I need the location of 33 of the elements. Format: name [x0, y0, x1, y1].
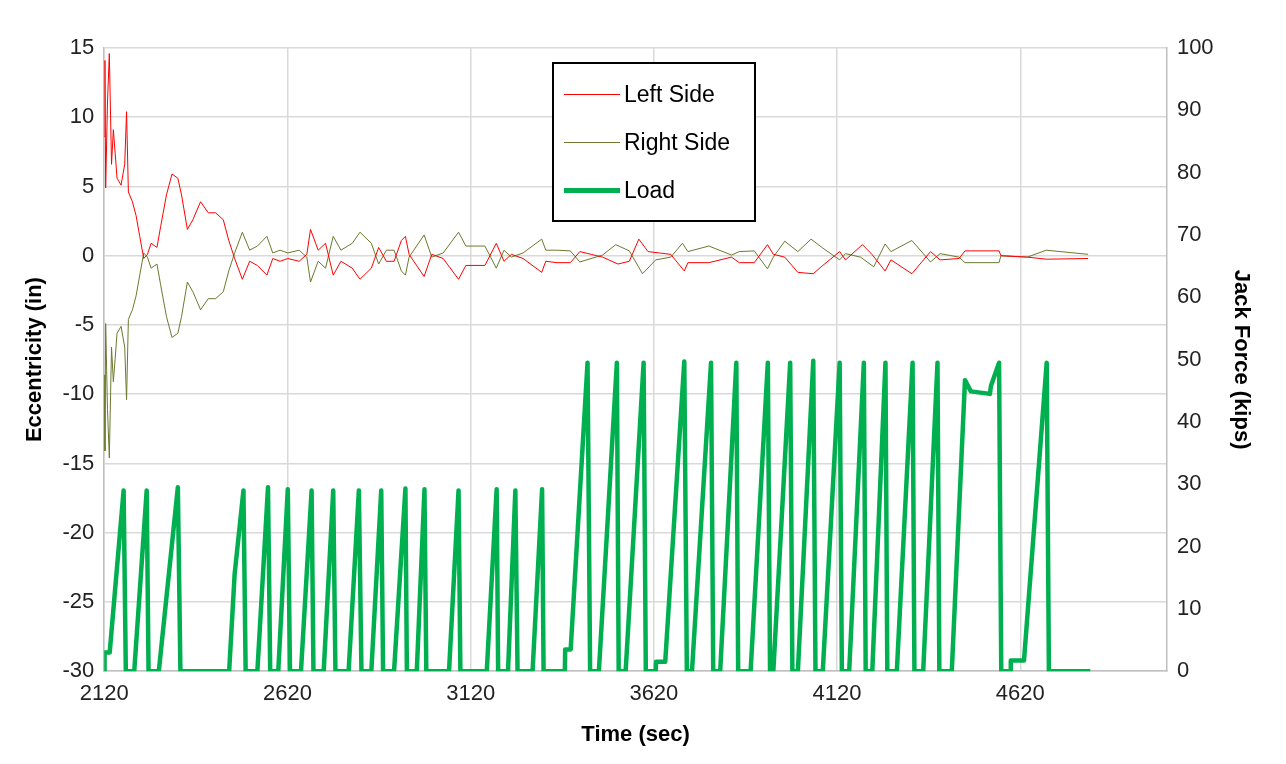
x-tick-label: 3120 — [446, 680, 496, 706]
x-tick-label: 2620 — [262, 680, 312, 706]
legend-label: Right Side — [624, 128, 731, 156]
y-axis-title: Eccentricity (in) — [21, 277, 47, 443]
y-tick-label: -30 — [62, 657, 95, 683]
y2-tick-label: 70 — [1176, 221, 1202, 247]
x-tick-label: 2120 — [79, 680, 129, 706]
x-axis-title: Time (sec) — [581, 720, 690, 746]
y2-tick-label: 50 — [1176, 345, 1202, 371]
x-tick-label: 3620 — [629, 680, 679, 706]
y-tick-label: 15 — [69, 34, 95, 60]
x-tick-label: 4120 — [812, 680, 862, 706]
y2-tick-label: 100 — [1176, 34, 1214, 60]
y2-tick-label: 0 — [1176, 657, 1190, 683]
legend-label: Left Side — [624, 80, 715, 108]
y-tick-label: -25 — [62, 588, 95, 614]
y-tick-label: 0 — [81, 241, 95, 267]
y-tick-label: -15 — [62, 449, 95, 475]
y-tick-label: -5 — [74, 311, 95, 337]
y2-tick-label: 40 — [1176, 407, 1202, 433]
y2-tick-label: 10 — [1176, 594, 1202, 620]
y-tick-label: -10 — [62, 380, 95, 406]
y-tick-label: 10 — [69, 103, 95, 129]
x-tick-label: 4620 — [995, 680, 1045, 706]
y2-tick-label: 90 — [1176, 96, 1202, 122]
y2-tick-label: 20 — [1176, 532, 1202, 558]
y2-axis-title: Jack Force (kips) — [1229, 269, 1255, 450]
y-tick-label: 5 — [81, 172, 95, 198]
y2-tick-label: 80 — [1176, 158, 1202, 184]
legend-label: Load — [624, 176, 676, 204]
y2-tick-label: 30 — [1176, 470, 1202, 496]
y2-tick-label: 60 — [1176, 283, 1202, 309]
y-tick-label: -20 — [62, 518, 95, 544]
